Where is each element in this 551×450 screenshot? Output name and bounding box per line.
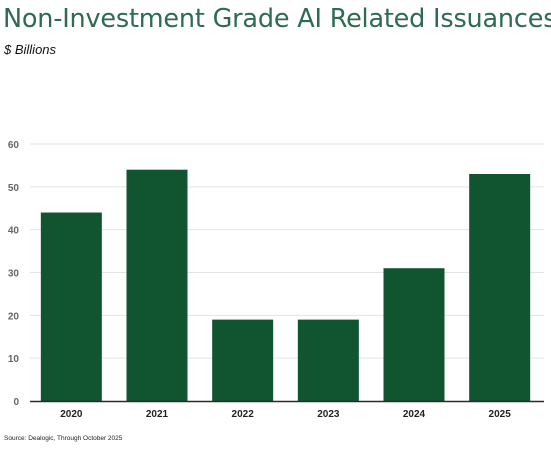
- bar-2023: [297, 319, 359, 401]
- y-tick-label: 40: [8, 226, 20, 237]
- chart-subtitle: $ Billions: [4, 42, 57, 57]
- bar-2021: [126, 169, 188, 401]
- y-tick-label: 20: [8, 311, 20, 322]
- x-tick-label-2022: 2022: [232, 409, 255, 420]
- source-note: Source: Dealogic, Through October 2025: [4, 435, 123, 442]
- bar-2022: [212, 319, 274, 401]
- x-tick-labels: 2020 2021 2022 2023 2024 2025: [60, 409, 511, 420]
- y-tick-label: 30: [8, 269, 20, 280]
- y-tick-label: 0: [13, 397, 19, 408]
- x-tick-label-2025: 2025: [489, 409, 512, 420]
- chart-title: Non-Investment Grade AI Related Issuance…: [3, 4, 551, 34]
- gridlines: [30, 143, 544, 359]
- bars: [40, 169, 531, 401]
- bar-2020: [40, 212, 102, 401]
- x-tick-label-2021: 2021: [146, 409, 169, 420]
- x-tick-label-2020: 2020: [60, 409, 83, 420]
- y-tick-label: 50: [8, 183, 20, 194]
- bar-2024: [383, 268, 445, 401]
- y-tick-labels: 0 10 20 30 40 50 60: [8, 140, 20, 408]
- x-tick-label-2023: 2023: [317, 409, 340, 420]
- x-tick-label-2024: 2024: [403, 409, 426, 420]
- y-tick-label: 60: [8, 140, 20, 151]
- y-tick-label: 10: [8, 354, 20, 365]
- bar-2025: [469, 173, 531, 401]
